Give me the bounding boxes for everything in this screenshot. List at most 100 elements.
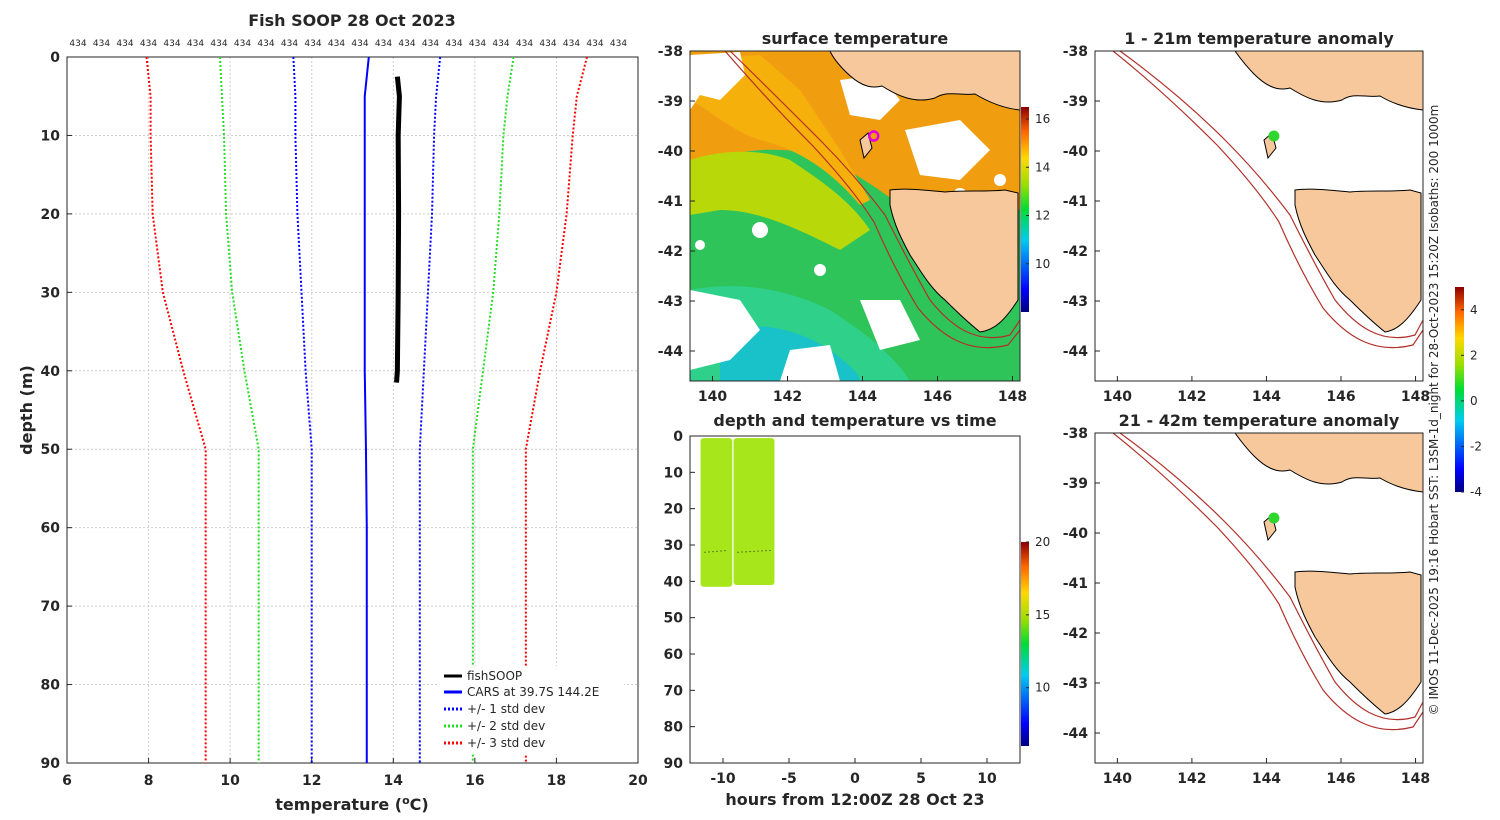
map-y-tick-label: -44 (1063, 726, 1089, 742)
x-tick-label: 8 (144, 773, 154, 789)
depth-time-colorbar (1021, 542, 1029, 746)
top-label: 434 (281, 39, 298, 49)
sst-ticks: 140 142 144 146 148 -38 -39 -40 -41 -42 -43 -44 (658, 44, 1027, 405)
top-label: 434 (586, 39, 603, 49)
dt-y-tick-label: 20 (664, 502, 684, 518)
sst-vessel-marker (868, 130, 880, 142)
series-line-2 (292, 56, 313, 763)
anom-deep-marker (1268, 512, 1280, 524)
depth-time-colorbar-ticks: 10 15 20 (1026, 535, 1050, 695)
legend-box (438, 666, 624, 754)
sst-colorbar (1021, 107, 1029, 312)
cb-tick-label: -2 (1470, 439, 1482, 453)
anom-shallow-ticks: 140 142 144 146 148 -38 -39 -40 -41 -42 -43 -44 (1063, 44, 1430, 405)
top-label: 434 (610, 39, 627, 49)
map-y-tick-label: -44 (1063, 344, 1089, 360)
map-y-tick-label: -39 (1063, 476, 1088, 492)
sst-isobath-1000 (724, 51, 1020, 349)
legend-label-fishsoop: fishSOOP (467, 669, 522, 683)
map-y-tick-label: -40 (1063, 526, 1089, 542)
y-tick-label: 70 (41, 599, 61, 615)
anom-shallow-isobath-1000 (1112, 51, 1423, 349)
anom-shallow-map (1095, 51, 1423, 381)
anom-deep-title: 21 - 42m temperature anomaly (1119, 411, 1400, 430)
cast-0 (700, 438, 733, 587)
cb-tick-label: 12 (1035, 209, 1050, 223)
map-y-tick-label: -38 (658, 44, 683, 60)
top-label: 434 (422, 39, 439, 49)
top-label: 434 (328, 39, 345, 49)
top-label: 434 (210, 39, 227, 49)
map-x-tick-label: 142 (1177, 389, 1206, 405)
profile-x-label: temperature (oC) (275, 794, 428, 814)
map-x-tick-label: 146 (1326, 389, 1355, 405)
depth-time-title: depth and temperature vs time (713, 411, 996, 430)
top-label: 434 (375, 39, 392, 49)
dt-y-tick-label: 10 (664, 465, 684, 481)
map-y-tick-label: -38 (1063, 44, 1088, 60)
dt-y-tick-label: 80 (664, 720, 684, 736)
series-line-4 (145, 56, 207, 763)
top-label: 434 (445, 39, 462, 49)
sst-map-panel: surface temperature (658, 29, 1051, 405)
dt-y-tick-label: 30 (664, 538, 684, 554)
top-label: 434 (304, 39, 321, 49)
map-x-tick-label: 140 (1103, 389, 1132, 405)
dt-x-tick-label: 0 (850, 771, 860, 787)
series-line-2-upper (418, 56, 442, 763)
sst-front (690, 151, 870, 250)
map-x-tick-label: 140 (1103, 771, 1132, 787)
map-x-tick-label: 146 (923, 389, 952, 405)
y-tick-label: 90 (41, 756, 61, 772)
anom-shallow-marker (1268, 130, 1280, 142)
sst-field (690, 51, 1020, 381)
map-y-tick-label: -41 (1063, 194, 1088, 210)
anom-deep-axes-box (1094, 432, 1424, 764)
y-tick-label: 40 (41, 364, 61, 380)
anomaly-colorbar (1455, 287, 1464, 492)
anom-shallow-isobath-200 (1119, 51, 1423, 339)
top-label: 434 (539, 39, 556, 49)
anom-deep-isobath-1000 (1112, 433, 1423, 731)
anomaly-colorbar-ticks: -4 -2 0 2 4 (1461, 303, 1482, 499)
cast-1 (733, 438, 775, 585)
map-y-tick-label: -42 (658, 244, 683, 260)
map-x-tick-label: 142 (1177, 771, 1206, 787)
sst-king-island (859, 132, 873, 160)
map-x-tick-label: 140 (698, 389, 727, 405)
x-tick-label: 16 (465, 773, 484, 789)
anom-shallow-title: 1 - 21m temperature anomaly (1124, 29, 1394, 48)
cb-tick-label: -4 (1470, 485, 1482, 499)
profile-x-ticks: 6 8 10 12 14 16 18 20 (62, 758, 648, 789)
top-label: 434 (257, 39, 274, 49)
map-y-tick-label: -39 (1063, 94, 1088, 110)
map-x-tick-label: 144 (848, 389, 877, 405)
sst-mainland (829, 51, 1020, 111)
top-label: 434 (492, 39, 509, 49)
series-line-3-upper (471, 56, 515, 763)
profile-series (145, 56, 588, 763)
cb-tick-label: 20 (1035, 535, 1050, 549)
legend-label-std3: +/- 3 std dev (467, 736, 545, 750)
top-label: 434 (563, 39, 580, 49)
map-x-tick-label: 144 (1252, 771, 1281, 787)
anom-shallow-tasmania (1294, 188, 1422, 333)
top-label-row: 434 434 434 434 434 434 434 434 434 434 434 434 434 4… (69, 39, 627, 49)
profile-y-ticks: 0 10 20 30 40 50 60 70 80 90 (41, 50, 72, 772)
map-y-tick-label: -44 (658, 344, 684, 360)
top-label: 434 (516, 39, 533, 49)
dt-x-tick-label: -10 (710, 771, 736, 787)
series-line-4-upper (524, 56, 588, 763)
y-tick-label: 60 (41, 521, 61, 537)
cast-1-track (737, 549, 771, 553)
cb-tick-label: 10 (1035, 681, 1050, 695)
dt-y-tick-label: 40 (664, 574, 684, 590)
x-tick-label: 14 (384, 773, 404, 789)
y-tick-label: 30 (41, 285, 61, 301)
top-label: 434 (469, 39, 486, 49)
cb-tick-label: 15 (1035, 608, 1050, 622)
map-y-tick-label: -41 (658, 194, 683, 210)
sst-isobath-200 (729, 51, 1020, 339)
cb-tick-label: 0 (1470, 394, 1478, 408)
dt-y-tick-label: 70 (664, 683, 684, 699)
